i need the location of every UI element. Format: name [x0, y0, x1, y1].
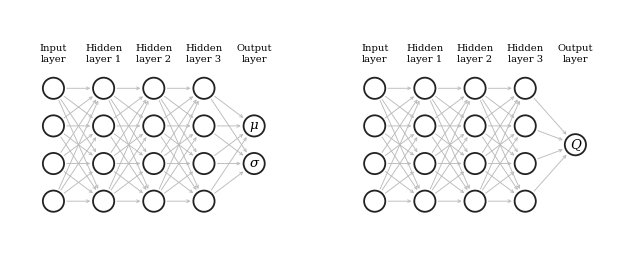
Text: Hidden
layer 3: Hidden layer 3 — [507, 44, 544, 64]
Circle shape — [364, 78, 385, 99]
Text: Hidden
layer 1: Hidden layer 1 — [406, 44, 444, 64]
Text: Q: Q — [570, 138, 581, 151]
Text: Input
layer: Input layer — [361, 44, 388, 64]
Text: Output
layer: Output layer — [557, 44, 593, 64]
Circle shape — [244, 115, 265, 136]
Circle shape — [465, 153, 486, 174]
Circle shape — [143, 153, 164, 174]
Circle shape — [143, 190, 164, 212]
Text: Output
layer: Output layer — [236, 44, 272, 64]
Circle shape — [43, 115, 64, 136]
Circle shape — [93, 115, 114, 136]
Circle shape — [465, 78, 486, 99]
Circle shape — [465, 115, 486, 136]
Circle shape — [364, 190, 385, 212]
Circle shape — [43, 78, 64, 99]
Circle shape — [515, 153, 536, 174]
Circle shape — [193, 190, 214, 212]
Text: Input
layer: Input layer — [40, 44, 67, 64]
Circle shape — [43, 153, 64, 174]
Circle shape — [43, 190, 64, 212]
Circle shape — [414, 153, 435, 174]
Circle shape — [143, 78, 164, 99]
Circle shape — [364, 153, 385, 174]
Circle shape — [414, 190, 435, 212]
Circle shape — [193, 153, 214, 174]
Text: μ: μ — [250, 119, 259, 132]
Text: Hidden
layer 1: Hidden layer 1 — [85, 44, 122, 64]
Circle shape — [515, 78, 536, 99]
Circle shape — [414, 78, 435, 99]
Circle shape — [565, 134, 586, 155]
Text: Hidden
layer 2: Hidden layer 2 — [456, 44, 493, 64]
Circle shape — [93, 153, 114, 174]
Circle shape — [93, 78, 114, 99]
Circle shape — [193, 115, 214, 136]
Circle shape — [244, 153, 265, 174]
Text: Hidden
layer 3: Hidden layer 3 — [186, 44, 223, 64]
Circle shape — [414, 115, 435, 136]
Circle shape — [143, 115, 164, 136]
Text: Hidden
layer 2: Hidden layer 2 — [135, 44, 172, 64]
Circle shape — [515, 190, 536, 212]
Text: σ: σ — [250, 157, 259, 170]
Circle shape — [515, 115, 536, 136]
Circle shape — [465, 190, 486, 212]
Circle shape — [364, 115, 385, 136]
Circle shape — [193, 78, 214, 99]
Circle shape — [93, 190, 114, 212]
